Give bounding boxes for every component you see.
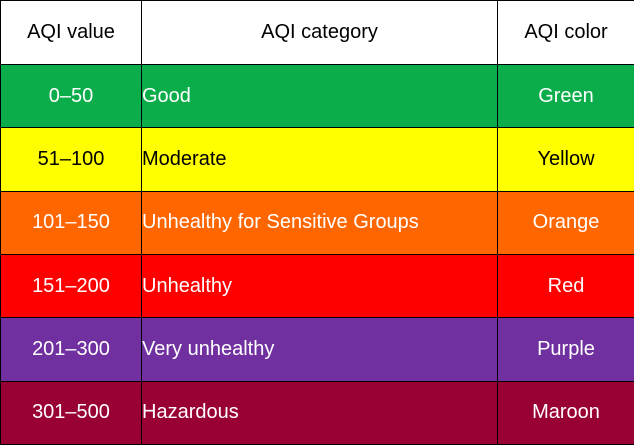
aqi-color-cell: Green: [497, 63, 634, 129]
header-row: AQI value AQI category AQI color: [0, 0, 634, 65]
aqi-value-cell: 301–500: [0, 380, 142, 445]
table-row-unhealthy-sensitive: 101–150 Unhealthy for Sensitive Groups O…: [0, 190, 634, 255]
header-aqi-value: AQI value: [0, 0, 142, 65]
table-row-moderate: 51–100 Moderate Yellow: [0, 127, 634, 192]
aqi-value-cell: 201–300: [0, 317, 142, 382]
aqi-color-cell: Orange: [497, 190, 634, 255]
aqi-value-cell: 151–200: [0, 253, 142, 319]
table-row-very-unhealthy: 201–300 Very unhealthy Purple: [0, 317, 634, 382]
aqi-color-cell: Red: [497, 253, 634, 319]
aqi-category-cell: Good: [141, 63, 498, 129]
aqi-color-cell: Maroon: [497, 380, 634, 445]
aqi-color-cell: Yellow: [497, 127, 634, 192]
aqi-value-cell: 101–150: [0, 190, 142, 255]
table-row-unhealthy: 151–200 Unhealthy Red: [0, 253, 634, 319]
header-aqi-category: AQI category: [141, 0, 498, 65]
aqi-value-cell: 0–50: [0, 63, 142, 129]
aqi-category-cell: Unhealthy for Sensitive Groups: [141, 190, 498, 255]
aqi-color-cell: Purple: [497, 317, 634, 382]
aqi-category-cell: Unhealthy: [141, 253, 498, 319]
aqi-value-cell: 51–100: [0, 127, 142, 192]
header-aqi-color: AQI color: [497, 0, 634, 65]
aqi-category-cell: Hazardous: [141, 380, 498, 445]
aqi-category-cell: Very unhealthy: [141, 317, 498, 382]
aqi-category-cell: Moderate: [141, 127, 498, 192]
table-row-good: 0–50 Good Green: [0, 63, 634, 129]
table-row-hazardous: 301–500 Hazardous Maroon: [0, 380, 634, 445]
